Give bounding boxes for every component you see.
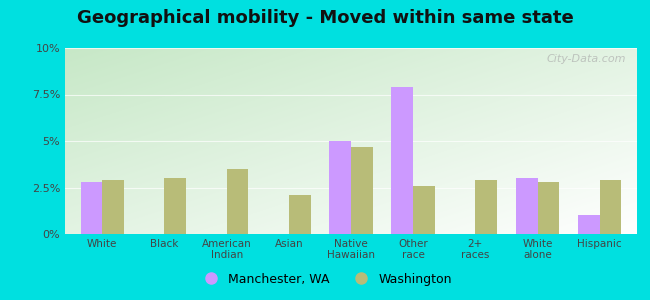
Bar bbox=[102, 180, 124, 234]
Bar bbox=[227, 169, 248, 234]
Bar bbox=[164, 178, 187, 234]
Bar bbox=[81, 182, 102, 234]
Bar bbox=[391, 87, 413, 234]
Bar bbox=[600, 180, 621, 234]
Bar bbox=[475, 180, 497, 234]
Bar bbox=[515, 178, 538, 234]
Text: City-Data.com: City-Data.com bbox=[546, 54, 625, 64]
Legend: Manchester, WA, Washington: Manchester, WA, Washington bbox=[193, 268, 457, 291]
Bar bbox=[351, 147, 372, 234]
Bar bbox=[538, 182, 559, 234]
Bar bbox=[330, 141, 351, 234]
Bar bbox=[413, 186, 435, 234]
Bar bbox=[578, 215, 600, 234]
Text: Geographical mobility - Moved within same state: Geographical mobility - Moved within sam… bbox=[77, 9, 573, 27]
Bar bbox=[289, 195, 311, 234]
